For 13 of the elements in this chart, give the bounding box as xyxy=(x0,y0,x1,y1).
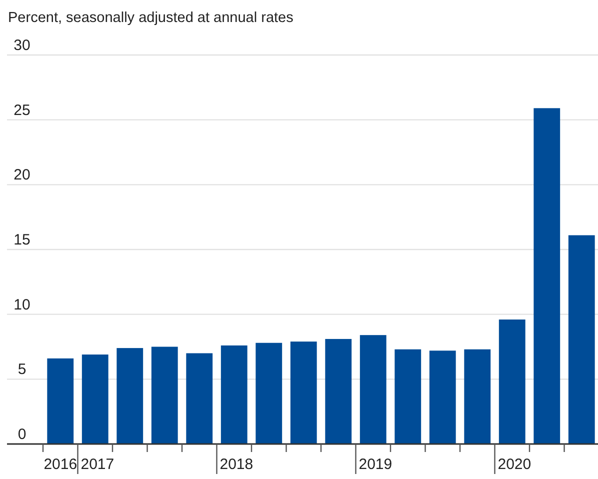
y-tick-label: 30 xyxy=(14,37,30,54)
x-tick-label: 2018 xyxy=(220,456,254,473)
x-tick-label: 2017 xyxy=(80,456,114,473)
x-tick-label: 2016 xyxy=(44,456,78,473)
y-tick-label: 15 xyxy=(14,232,30,248)
x-tick-label: 2020 xyxy=(498,456,532,473)
y-tick-label: 10 xyxy=(14,296,30,314)
y-axis-title: Percent, seasonally adjusted at annual rates xyxy=(8,10,294,26)
y-tick-label: 20 xyxy=(14,166,30,184)
x-tick-label: 2019 xyxy=(358,456,392,473)
y-tick-label: 0 xyxy=(18,426,26,443)
y-tick-label: 25 xyxy=(14,102,30,119)
y-tick-label: 5 xyxy=(18,361,26,378)
